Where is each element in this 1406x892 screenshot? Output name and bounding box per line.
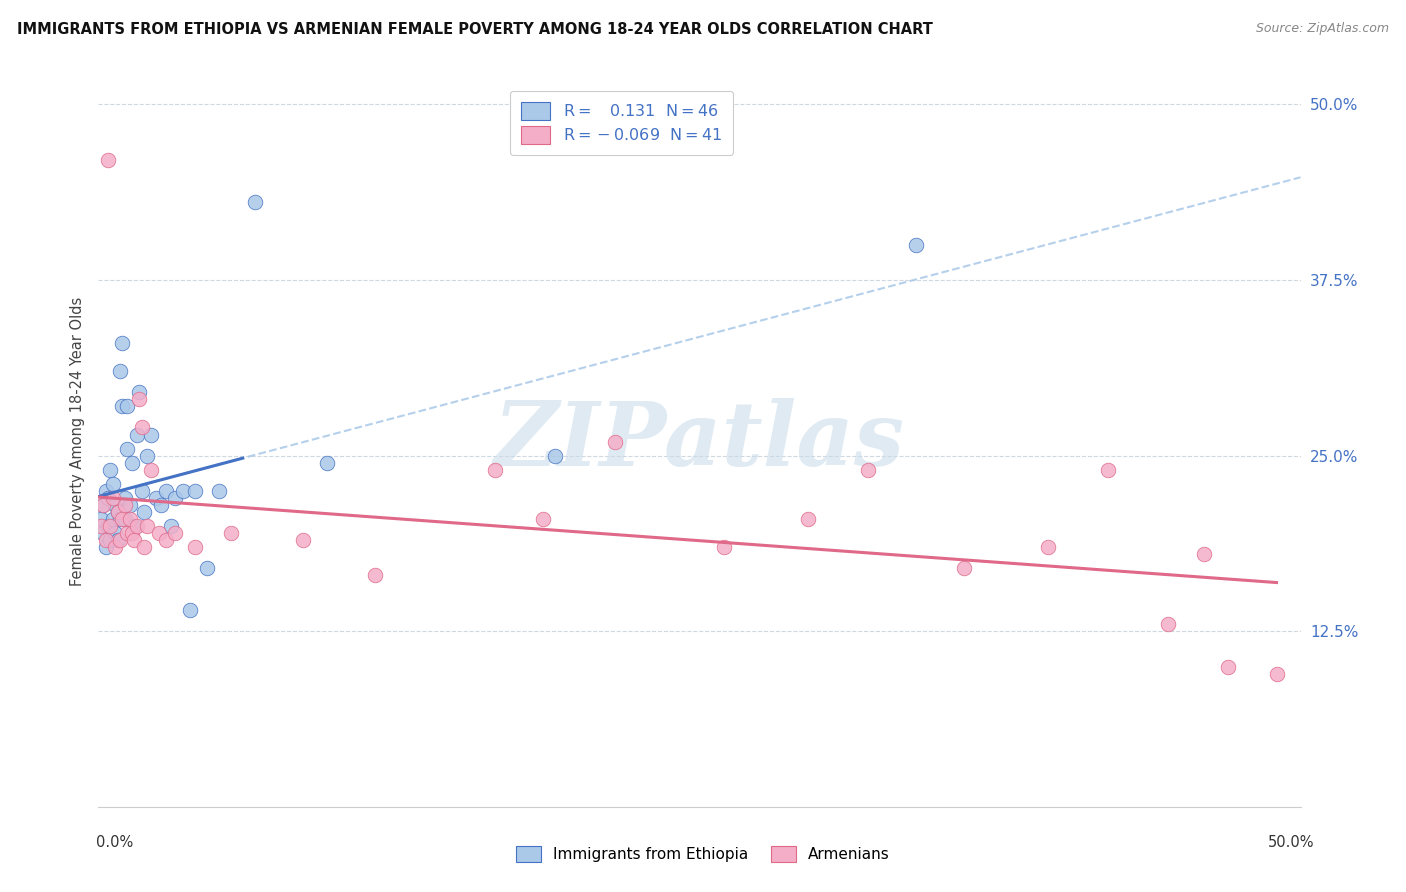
Point	[219, 526, 242, 541]
Point	[149, 498, 172, 512]
Point	[148, 526, 170, 541]
Point	[131, 420, 153, 434]
Point	[135, 519, 157, 533]
Point	[904, 237, 927, 252]
Text: IMMIGRANTS FROM ETHIOPIA VS ARMENIAN FEMALE POVERTY AMONG 18-24 YEAR OLDS CORREL: IMMIGRANTS FROM ETHIOPIA VS ARMENIAN FEM…	[17, 22, 932, 37]
Point	[165, 526, 187, 541]
Text: Source: ZipAtlas.com: Source: ZipAtlas.com	[1256, 22, 1389, 36]
Point	[108, 512, 131, 526]
Point	[114, 498, 136, 512]
Point	[101, 491, 124, 505]
Point	[141, 463, 163, 477]
Point	[111, 336, 134, 351]
Point	[121, 456, 143, 470]
Point	[531, 512, 554, 526]
Point	[90, 519, 112, 533]
Point	[484, 463, 506, 477]
Text: ZIPatlas: ZIPatlas	[494, 399, 905, 484]
Point	[796, 512, 818, 526]
Point	[118, 498, 141, 512]
Point	[104, 540, 127, 554]
Point	[107, 505, 129, 519]
Point	[155, 533, 177, 547]
Point	[111, 400, 134, 414]
Point	[131, 483, 153, 498]
Text: 50.0%: 50.0%	[1268, 836, 1315, 850]
Legend: $\mathregular{R =\ \ \ 0.131\ \ N = 46}$, $\mathregular{R = -0.069\ \ N = 41}$: $\mathregular{R =\ \ \ 0.131\ \ N = 46}$…	[510, 91, 733, 154]
Point	[172, 483, 194, 498]
Point	[94, 540, 117, 554]
Point	[315, 456, 337, 470]
Point	[291, 533, 314, 547]
Point	[101, 512, 124, 526]
Point	[107, 505, 129, 519]
Point	[97, 491, 120, 505]
Point	[125, 427, 148, 442]
Point	[208, 483, 231, 498]
Point	[364, 568, 387, 582]
Point	[100, 533, 122, 547]
Point	[1097, 463, 1119, 477]
Point	[141, 427, 163, 442]
Legend: Immigrants from Ethiopia, Armenians: Immigrants from Ethiopia, Armenians	[510, 840, 896, 868]
Point	[104, 526, 127, 541]
Point	[104, 498, 127, 512]
Point	[1194, 547, 1216, 561]
Point	[118, 512, 141, 526]
Point	[165, 491, 187, 505]
Point	[544, 449, 567, 463]
Point	[145, 491, 167, 505]
Point	[117, 400, 139, 414]
Point	[1036, 540, 1059, 554]
Point	[91, 498, 114, 512]
Point	[117, 526, 139, 541]
Text: 0.0%: 0.0%	[96, 836, 132, 850]
Point	[124, 519, 146, 533]
Point	[90, 512, 112, 526]
Point	[94, 483, 117, 498]
Point	[1157, 617, 1180, 632]
Point	[243, 195, 266, 210]
Point	[183, 483, 205, 498]
Point	[132, 505, 155, 519]
Point	[100, 463, 122, 477]
Point	[91, 526, 114, 541]
Point	[117, 442, 139, 456]
Point	[128, 385, 150, 400]
Point	[128, 392, 150, 407]
Point	[101, 476, 124, 491]
Point	[124, 533, 146, 547]
Point	[97, 519, 120, 533]
Point	[132, 540, 155, 554]
Point	[100, 519, 122, 533]
Point	[94, 533, 117, 547]
Point	[155, 483, 177, 498]
Point	[195, 561, 218, 575]
Point	[111, 512, 134, 526]
Point	[953, 561, 976, 575]
Point	[183, 540, 205, 554]
Point	[856, 463, 879, 477]
Point	[108, 533, 131, 547]
Y-axis label: Female Poverty Among 18-24 Year Olds: Female Poverty Among 18-24 Year Olds	[69, 297, 84, 586]
Point	[1218, 659, 1240, 673]
Point	[159, 519, 181, 533]
Point	[1265, 666, 1288, 681]
Point	[114, 512, 136, 526]
Point	[107, 533, 129, 547]
Point	[108, 364, 131, 378]
Point	[114, 491, 136, 505]
Point	[179, 603, 201, 617]
Point	[97, 153, 120, 168]
Point	[91, 498, 114, 512]
Point	[121, 526, 143, 541]
Point	[135, 449, 157, 463]
Point	[713, 540, 735, 554]
Point	[125, 519, 148, 533]
Point	[605, 434, 627, 449]
